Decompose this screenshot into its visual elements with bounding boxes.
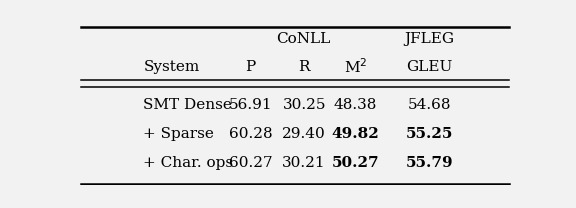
Text: + Char. ops: + Char. ops (143, 156, 233, 170)
Text: CoNLL: CoNLL (276, 32, 330, 46)
Text: GLEU: GLEU (406, 60, 452, 74)
Text: 60.28: 60.28 (229, 127, 272, 141)
Text: 55.79: 55.79 (406, 156, 453, 170)
Text: 56.91: 56.91 (229, 98, 272, 112)
Text: 60.27: 60.27 (229, 156, 272, 170)
Text: P: P (245, 60, 256, 74)
Text: System: System (143, 60, 200, 74)
Text: 50.27: 50.27 (332, 156, 379, 170)
Text: JFLEG: JFLEG (404, 32, 454, 46)
Text: 49.82: 49.82 (332, 127, 380, 141)
Text: 55.25: 55.25 (406, 127, 453, 141)
Text: 29.40: 29.40 (282, 127, 326, 141)
Text: R: R (298, 60, 310, 74)
Text: SMT Dense: SMT Dense (143, 98, 232, 112)
Text: M$^2$: M$^2$ (344, 57, 367, 76)
Text: 30.25: 30.25 (282, 98, 326, 112)
Text: + Sparse: + Sparse (143, 127, 214, 141)
Text: 30.21: 30.21 (282, 156, 326, 170)
Text: 48.38: 48.38 (334, 98, 377, 112)
Text: 54.68: 54.68 (407, 98, 451, 112)
